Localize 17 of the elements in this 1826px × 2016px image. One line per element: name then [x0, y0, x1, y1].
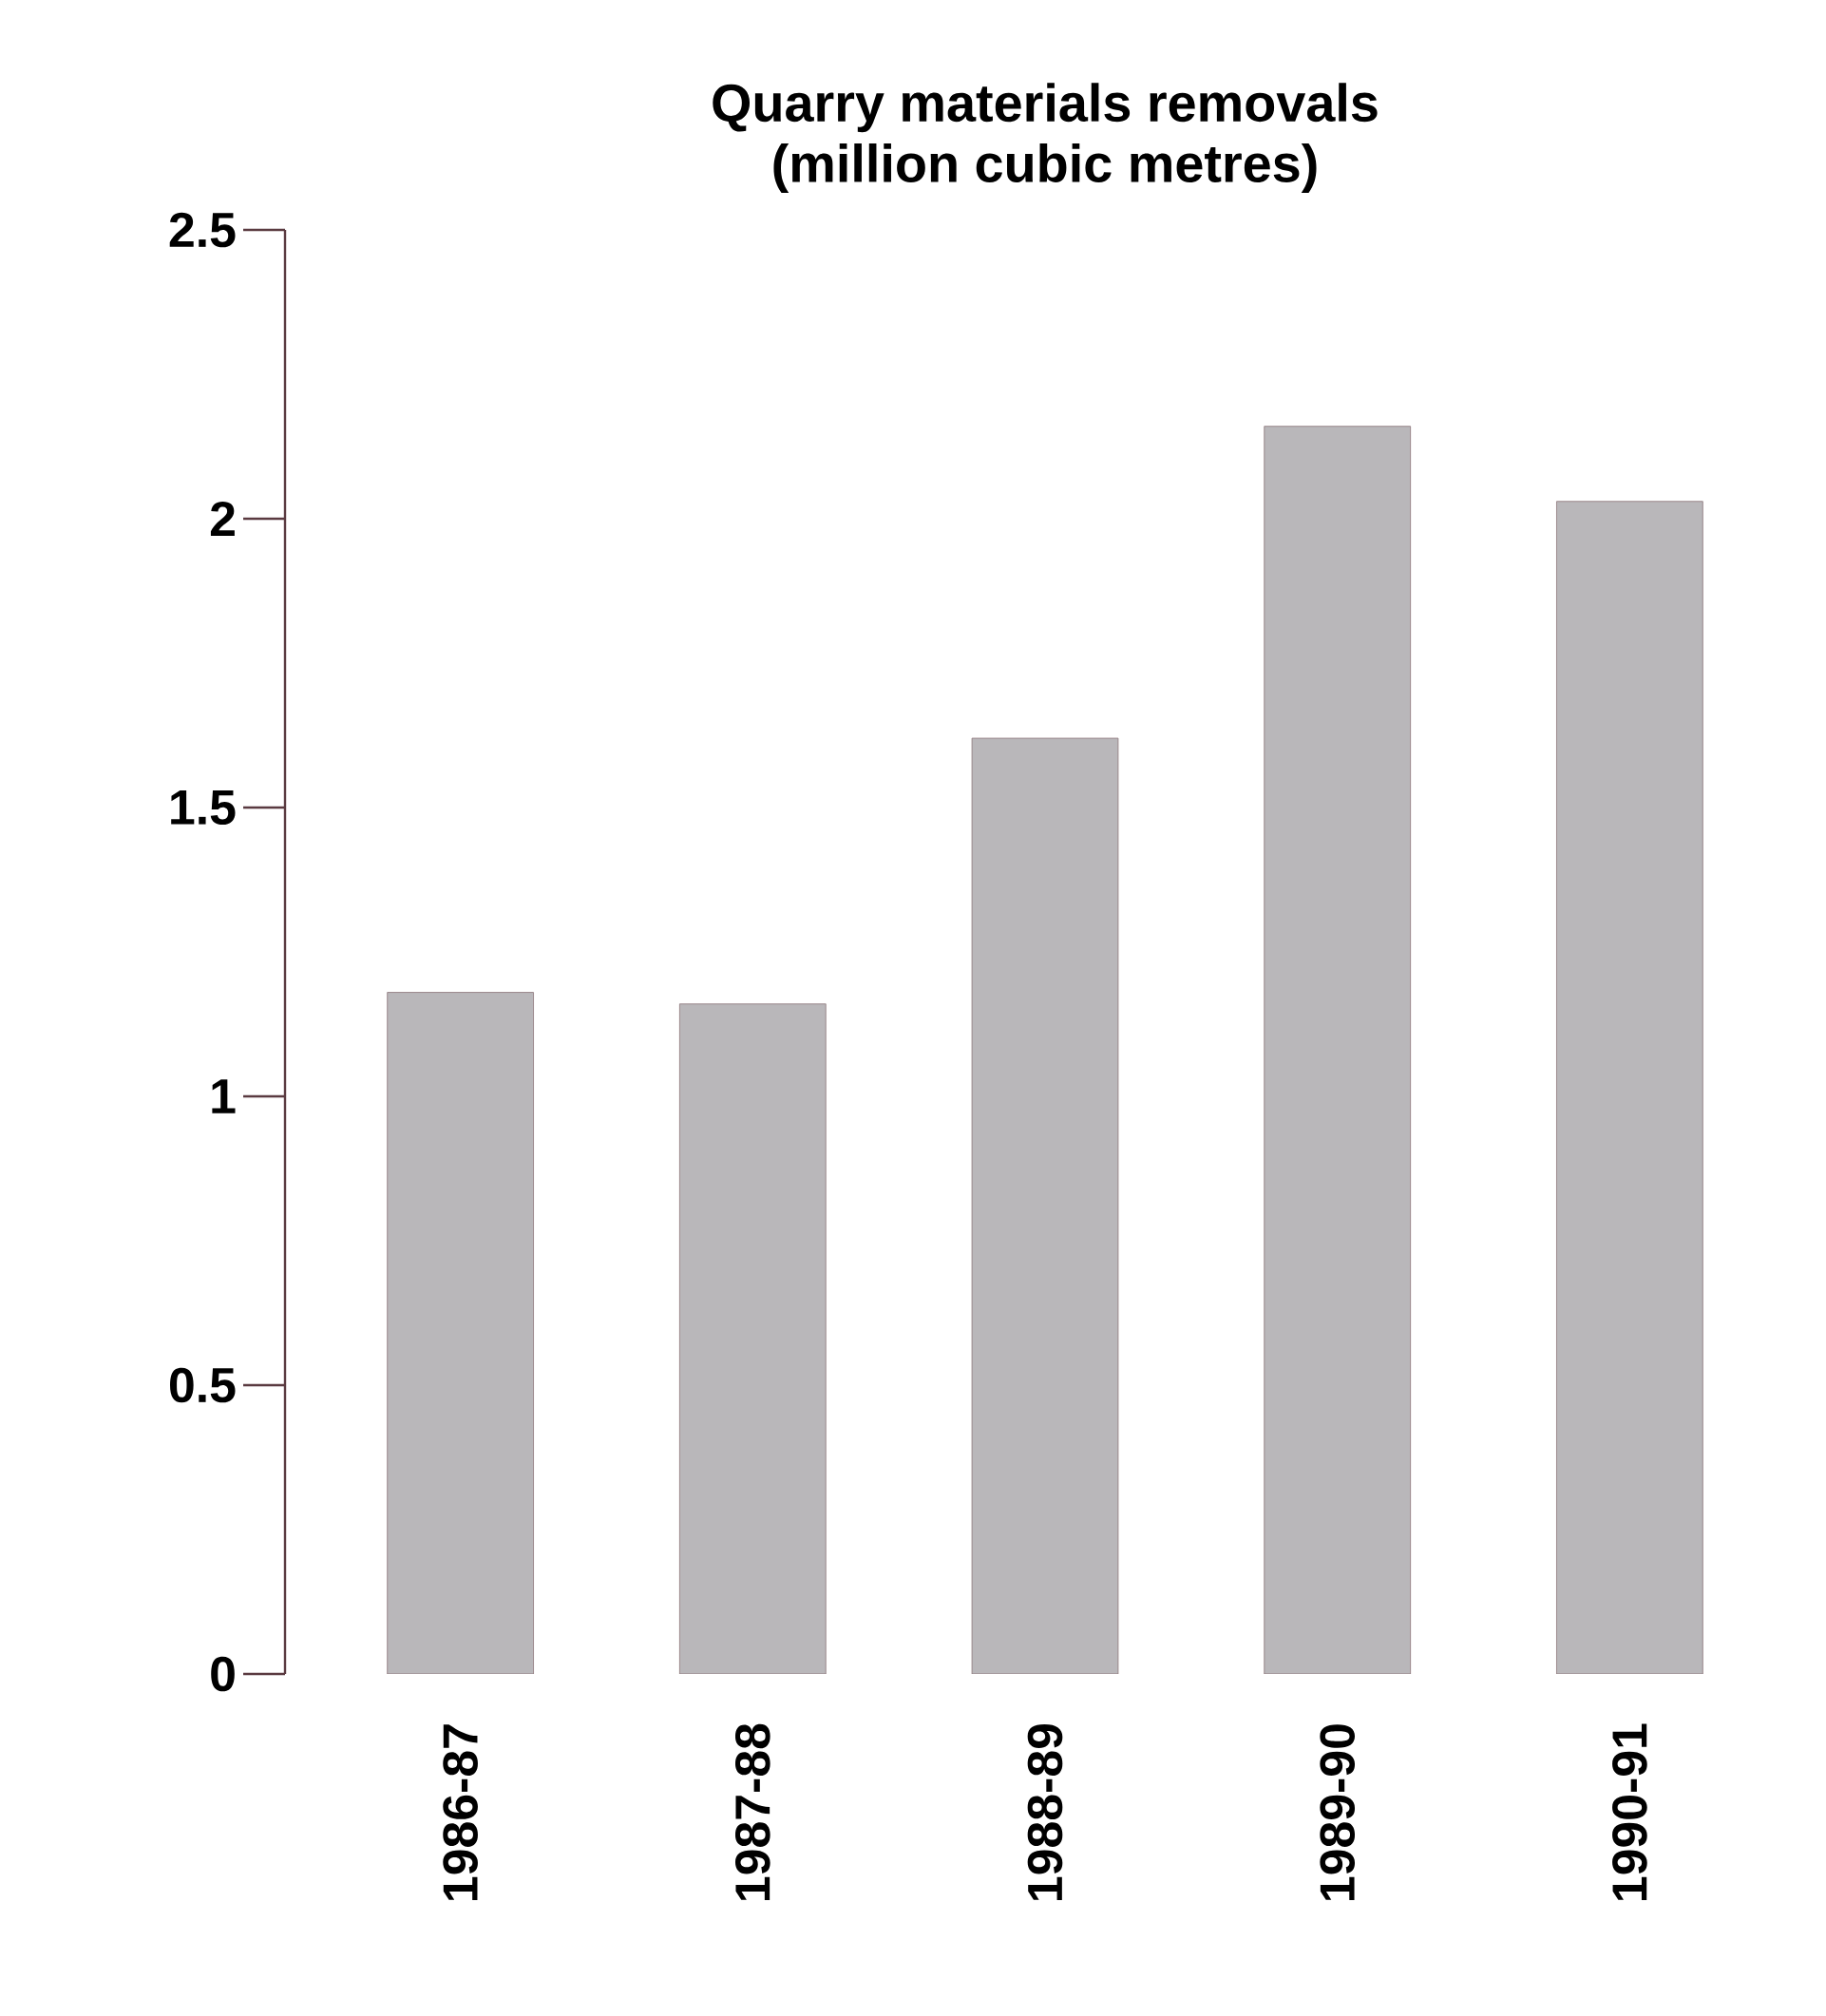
bar	[387, 992, 534, 1674]
y-tick-label: 2.5	[169, 212, 236, 248]
bar	[1556, 501, 1703, 1674]
bar	[678, 1003, 827, 1674]
x-tick-label: 1986-87	[443, 1724, 478, 1900]
chart-title: Quarry materials removals (million cubic metres)	[713, 83, 1378, 193]
y-tick-label: 2	[210, 501, 235, 537]
y-tick-label: 0	[211, 1656, 235, 1692]
x-tick-label: 1987-88	[734, 1723, 770, 1900]
y-tick-label: 0.5	[170, 1367, 236, 1403]
bar	[1264, 426, 1412, 1674]
y-tick-label: 1.5	[171, 789, 236, 826]
x-tick-label: 1988-89	[1027, 1723, 1063, 1900]
bar	[971, 737, 1119, 1674]
x-tick-label: 1990-91	[1612, 1723, 1647, 1900]
x-tick-label: 1989-90	[1320, 1724, 1356, 1900]
y-tick-label: 1	[212, 1079, 236, 1113]
